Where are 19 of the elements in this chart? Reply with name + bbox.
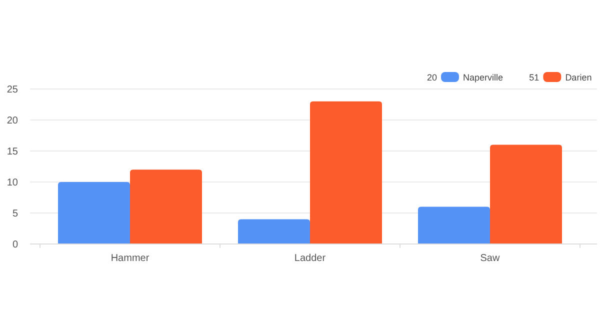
y-tick-label: 20 [6,116,18,126]
x-tick-label: Hammer [110,253,150,264]
text: 51 [529,72,540,82]
y-tick-label: 15 [6,146,18,158]
bar [130,170,202,244]
bar [58,182,130,244]
text: 20 [426,72,437,82]
legend-label: Naperville [463,72,504,82]
legend-label: Darien [565,72,592,82]
bar [310,101,382,244]
y-tick-label: 10 [6,178,18,188]
bar [238,219,310,244]
y-tick-label: 0 [12,240,18,250]
x-tick-label: Ladder [294,253,326,264]
x-tick-label: Saw [480,253,501,264]
y-tick-label: 5 [12,208,18,220]
bar [490,144,562,244]
bar [418,206,490,244]
y-tick-label: 25 [6,84,18,96]
